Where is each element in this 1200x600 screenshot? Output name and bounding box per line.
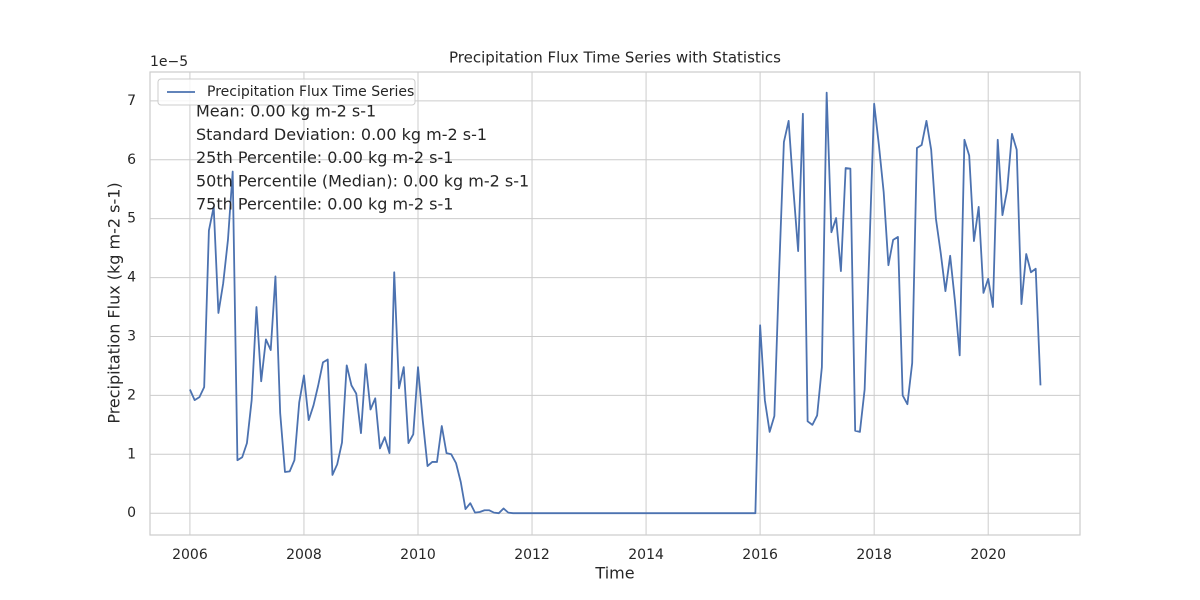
y-tick-label: 0 <box>127 505 136 521</box>
x-tick-label: 2010 <box>400 547 436 563</box>
chart-title: Precipitation Flux Time Series with Stat… <box>449 49 781 67</box>
data-line <box>189 91 1042 515</box>
y-tick-label: 1 <box>127 446 136 462</box>
annotation: Mean: 0.00 kg m-2 s-1 <box>196 102 376 121</box>
axes-frame <box>149 71 1081 536</box>
y-tick-label: 7 <box>127 93 136 109</box>
x-tick-label: 2018 <box>856 547 892 563</box>
x-tick-label: 2012 <box>514 547 550 563</box>
annotation: Standard Deviation: 0.00 kg m-2 s-1 <box>196 125 487 144</box>
y-axis-label: Precipitation Flux (kg m-2 s-1) <box>105 182 124 423</box>
x-tick-label: 2020 <box>970 547 1006 563</box>
x-axis-label: Time <box>594 564 634 583</box>
legend-box <box>157 78 416 106</box>
y-tick-label: 2 <box>127 387 136 403</box>
legend-label: Precipitation Flux Time Series <box>207 84 414 100</box>
x-tick-label: 2006 <box>172 547 208 563</box>
y-tick-label: 6 <box>127 152 136 168</box>
y-tick-label: 5 <box>127 211 136 227</box>
x-tick-label: 2016 <box>742 547 778 563</box>
y-offset-label: 1e−5 <box>150 54 188 70</box>
y-tick-label: 3 <box>127 328 136 344</box>
annotation: 25th Percentile: 0.00 kg m-2 s-1 <box>196 148 453 167</box>
annotation: 50th Percentile (Median): 0.00 kg m-2 s-… <box>196 171 529 190</box>
legend: Precipitation Flux Time Series <box>157 78 416 106</box>
x-tick-label: 2014 <box>628 547 664 563</box>
y-tick-label: 4 <box>127 270 136 286</box>
x-tick-label: 2008 <box>286 547 322 563</box>
annotation: 75th Percentile: 0.00 kg m-2 s-1 <box>196 195 453 214</box>
plot-area <box>150 72 1080 535</box>
